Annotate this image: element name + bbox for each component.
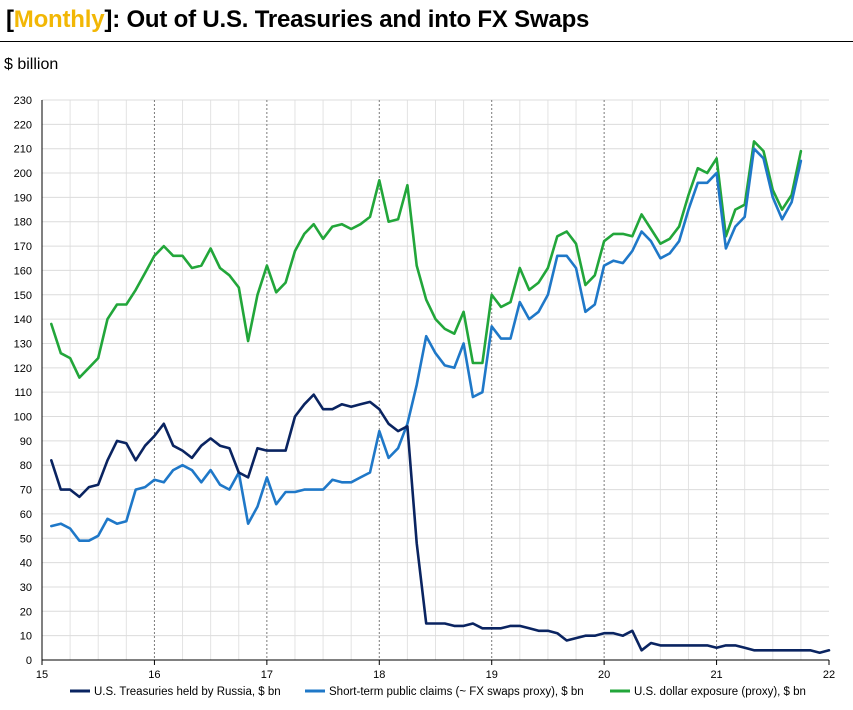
x-tick-label: 22: [823, 669, 835, 681]
axes: 0 10 20 30 40 50 60 70 80 90 100 110 120 130 140 150 160…: [14, 95, 835, 681]
y-tick-label: 140: [14, 314, 32, 326]
y-tick-label: 130: [14, 338, 32, 350]
title-highlight: Monthly: [13, 6, 105, 33]
y-tick-label: 80: [20, 460, 32, 472]
x-tick-label: 15: [36, 669, 48, 681]
title-close-bracket: ]: [104, 6, 113, 33]
y-tick-label: 0: [26, 655, 32, 667]
y-tick-label: 170: [14, 241, 32, 253]
y-tick-label: 10: [20, 631, 32, 643]
x-tick-label: 20: [598, 669, 610, 681]
legend-label: Short-term public claims (~ FX swaps pro…: [329, 686, 584, 698]
legend-label: U.S. dollar exposure (proxy), $ bn: [634, 686, 806, 698]
y-tick-label: 70: [20, 485, 32, 497]
unit-label: $ billion: [4, 56, 59, 73]
y-tick-label: 110: [14, 387, 32, 399]
x-tick-label: 19: [486, 669, 498, 681]
y-tick-label: 90: [20, 436, 32, 448]
x-tick-label: 18: [373, 669, 385, 681]
y-tick-label: 50: [20, 533, 32, 545]
series-line-3: [49, 140, 803, 379]
y-tick-label: 100: [14, 412, 32, 424]
title-divider: [0, 41, 853, 42]
series-line-2: [49, 147, 803, 543]
legend-label: U.S. Treasuries held by Russia, $ bn: [94, 686, 281, 698]
y-tick-label: 180: [14, 217, 32, 229]
y-tick-label: 30: [20, 582, 32, 594]
y-tick-label: 120: [14, 363, 32, 375]
x-tick-label: 16: [148, 669, 160, 681]
y-tick-label: 150: [14, 290, 32, 302]
y-tick-label: 230: [14, 95, 32, 107]
chart-title: [Monthly]: Out of U.S. Treasuries and in…: [6, 6, 589, 34]
x-tick-label: 17: [261, 669, 273, 681]
y-tick-label: 190: [14, 192, 32, 204]
title-text: : Out of U.S. Treasuries and into FX Swa…: [112, 6, 590, 33]
y-tick-label: 210: [14, 144, 32, 156]
y-tick-label: 220: [14, 119, 32, 131]
x-tick-label: 21: [710, 669, 722, 681]
y-tick-label: 20: [20, 606, 32, 618]
title-open-bracket: [: [6, 6, 14, 33]
series-line-1: [49, 393, 831, 655]
grid: [42, 99, 829, 661]
y-tick-label: 200: [14, 168, 32, 180]
y-tick-label: 40: [20, 558, 32, 570]
y-tick-label: 160: [14, 265, 32, 277]
series-lines: [49, 140, 831, 655]
y-tick-label: 60: [20, 509, 32, 521]
legend: U.S. Treasuries held by Russia, $ bn Shor…: [70, 686, 806, 698]
